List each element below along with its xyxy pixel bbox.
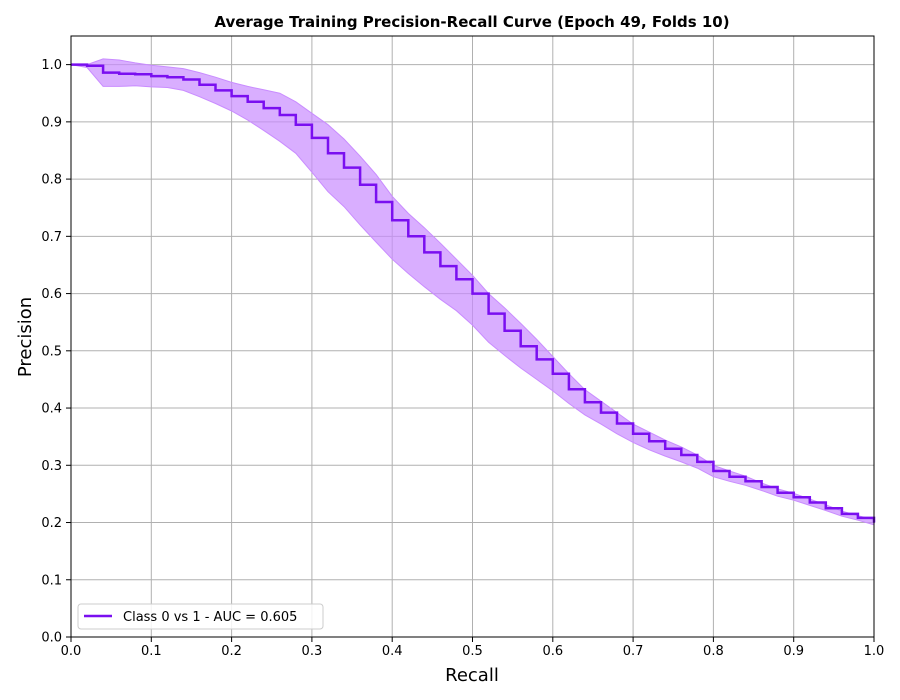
y-tick-label: 0.3 <box>41 459 62 474</box>
pr-curve-point <box>407 235 410 238</box>
pr-curve-point <box>311 137 313 139</box>
pr-curve-point <box>857 517 859 519</box>
y-tick-label: 0.0 <box>41 631 62 646</box>
x-tick-label: 0.2 <box>221 644 242 659</box>
y-tick-label: 0.4 <box>41 402 62 417</box>
pr-curve-point <box>712 470 715 472</box>
pr-curve-point <box>519 345 522 348</box>
x-tick-label: 0.5 <box>462 644 483 659</box>
pr-curve-point <box>182 78 185 81</box>
pr-curve-point <box>166 76 169 78</box>
pr-curve-point <box>744 480 747 483</box>
pr-curve-point <box>327 152 329 155</box>
y-tick-label: 1.0 <box>41 58 62 73</box>
pr-curve-point <box>809 501 811 504</box>
pr-curve-point <box>680 454 683 456</box>
pr-curve-point <box>568 388 570 391</box>
pr-curve-point <box>664 447 666 450</box>
pr-curve-point <box>439 265 442 267</box>
pr-curve-point <box>632 433 634 435</box>
pr-curve-point <box>375 201 377 203</box>
y-tick-label: 0.7 <box>41 230 62 245</box>
grid-lines <box>70 36 875 638</box>
pr-curve-point <box>728 475 731 478</box>
y-tick-label: 0.9 <box>41 115 62 130</box>
x-tick-label: 0.9 <box>783 644 804 659</box>
pr-curve-point <box>295 123 297 126</box>
pr-curve-point <box>423 251 426 254</box>
x-tick-label: 0.3 <box>302 644 323 659</box>
pr-curve-point <box>535 358 538 361</box>
pr-curve-point <box>214 89 217 92</box>
pr-curve-point <box>825 507 827 510</box>
pr-curve-point <box>279 114 281 116</box>
pr-curve-point <box>487 312 490 315</box>
y-tick-label: 0.6 <box>41 287 62 302</box>
pr-curve-point <box>696 461 699 463</box>
legend-box <box>77 603 324 630</box>
pr-curve-point <box>471 292 474 295</box>
x-tick-label: 0.0 <box>61 644 82 659</box>
x-tick-label: 0.7 <box>623 644 644 659</box>
pr-curve-point <box>134 73 136 76</box>
pr-curve-point <box>262 107 265 109</box>
pr-curve-point <box>198 83 201 86</box>
y-tick-label: 0.5 <box>41 344 62 359</box>
x-axis-ticks: 0.0 0.1 0.2 0.3 0.4 0.5 0.6 0.7 0.8 0.9 1.0 <box>61 637 885 659</box>
pr-curve-point <box>792 496 795 499</box>
x-tick-label: 0.1 <box>141 644 162 659</box>
pr-curve-point <box>841 513 843 515</box>
pr-curve-point <box>230 95 233 97</box>
pr-curve-point <box>102 71 104 74</box>
pr-curve-point <box>776 492 779 494</box>
pr-curve-point <box>552 372 554 375</box>
y-axis-ticks: 0.0 0.1 0.2 0.3 0.4 0.5 0.6 0.7 0.8 0.9 1.0 <box>41 58 71 646</box>
pr-curve-point <box>150 75 153 77</box>
chart-title: Average Training Precision-Recall Curve … <box>214 13 729 31</box>
y-tick-label: 0.2 <box>41 516 62 531</box>
pr-curve-point <box>760 486 763 488</box>
pr-curve-point <box>86 65 88 67</box>
pr-curve-point <box>600 411 602 414</box>
x-tick-label: 0.6 <box>542 644 563 659</box>
pr-curve-point <box>343 166 345 169</box>
pr-curve-point <box>118 73 120 75</box>
pr-curve-point <box>584 401 586 404</box>
x-tick-label: 1.0 <box>864 644 885 659</box>
legend-label: Class 0 vs 1 - AUC = 0.605 <box>123 610 297 625</box>
pr-curve-point <box>648 440 650 443</box>
y-tick-label: 0.1 <box>41 573 62 588</box>
x-axis-title: Recall <box>445 665 499 686</box>
pr-curve-point <box>246 101 249 103</box>
x-tick-label: 0.4 <box>382 644 403 659</box>
pr-curve-point <box>391 219 394 222</box>
pr-curve-point <box>503 330 506 332</box>
pr-curve-point <box>455 278 458 281</box>
pr-curve-point <box>616 422 618 425</box>
y-tick-label: 0.8 <box>41 173 62 188</box>
legend: Class 0 vs 1 - AUC = 0.605 <box>77 603 324 630</box>
series-line-layer <box>70 63 876 524</box>
y-axis-title: Precision <box>15 297 36 377</box>
pr-curve-point <box>359 184 361 186</box>
x-tick-label: 0.8 <box>703 644 724 659</box>
